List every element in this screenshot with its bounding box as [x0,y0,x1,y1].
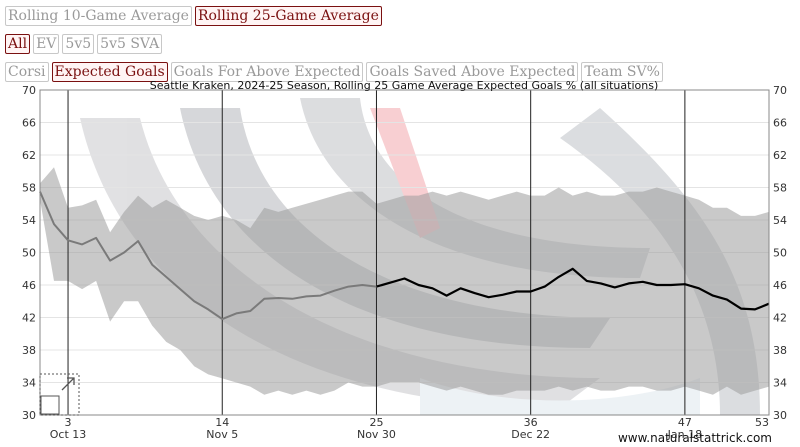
x-date-label: Nov 30 [357,428,396,441]
metric-gsax-button[interactable]: Goals Saved Above Expected [366,62,579,82]
situation-selector: All EV 5v5 5v5 SVA [5,34,163,54]
x-date-label: Nov 5 [206,428,238,441]
rolling-10-button[interactable]: Rolling 10-Game Average [5,6,192,26]
rolling-window-selector: Rolling 10-Game Average Rolling 25-Game … [5,6,382,26]
y-tick-label-right: 58 [773,182,787,195]
y-tick-label-left: 54 [22,214,36,227]
y-tick-label-right: 30 [773,409,787,422]
metric-team-sv-button[interactable]: Team SV% [581,62,663,82]
y-tick-label-left: 34 [22,377,36,390]
y-tick-label-left: 70 [22,84,36,97]
metric-corsi-button[interactable]: Corsi [5,62,49,82]
zoom-box-icon[interactable] [40,395,60,415]
site-watermark: www.naturalstattrick.com [618,431,772,445]
x-date-label: Oct 13 [50,428,87,441]
y-tick-label-left: 50 [22,247,36,260]
x-date-label: Dec 22 [511,428,550,441]
rolling-25-button[interactable]: Rolling 25-Game Average [194,6,382,26]
x-tick-label: 3 [65,416,72,429]
series-line-early [39,191,377,321]
series-line-main [376,267,770,311]
y-tick-label-right: 54 [773,214,787,227]
y-tick-label-left: 46 [22,279,36,292]
x-tick-label: 47 [678,416,692,429]
expand-arrow-icon[interactable] [61,377,75,391]
x-tick-label: 53 [755,416,769,429]
y-tick-label-right: 66 [773,117,787,130]
situation-5v5-sva-button[interactable]: 5v5 SVA [97,34,163,54]
y-tick-label-left: 58 [22,182,36,195]
x-tick-label: 25 [369,416,383,429]
y-tick-label-right: 50 [773,247,787,260]
y-tick-label-right: 38 [773,344,787,357]
plot-frame [39,89,770,416]
y-tick-label-right: 46 [773,279,787,292]
x-tick-label: 36 [524,416,538,429]
y-tick-label-right: 62 [773,149,787,162]
situation-all-button[interactable]: All [5,34,31,54]
y-tick-label-left: 30 [22,409,36,422]
y-tick-label-left: 38 [22,344,36,357]
y-tick-label-right: 42 [773,312,787,325]
metric-selector: Corsi Expected Goals Goals For Above Exp… [5,62,663,82]
chart-title: Seattle Kraken, 2024-25 Season, Rolling … [150,79,659,92]
plot-area: 30 30 34 34 38 38 42 42 46 46 50 50 54 54 58 58 62 62 66 66… [22,84,787,441]
y-tick-label-left: 62 [22,149,36,162]
y-tick-label-right: 34 [773,377,787,390]
chart-svg: 30 30 34 34 38 38 42 42 46 46 50 50 54 54 58 58 62 62 66 66… [22,79,787,445]
metric-expected-goals-button[interactable]: Expected Goals [51,62,168,82]
situation-ev-button[interactable]: EV [33,34,60,54]
metric-gfax-button[interactable]: Goals For Above Expected [170,62,364,82]
y-tick-label-left: 66 [22,117,36,130]
y-tick-label-right: 70 [773,84,787,97]
x-tick-label: 14 [215,416,229,429]
x-date-label: Jan 18 [667,428,702,441]
y-tick-label-left: 42 [22,312,36,325]
zoom-control[interactable] [39,373,80,416]
situation-5v5-button[interactable]: 5v5 [62,34,95,54]
